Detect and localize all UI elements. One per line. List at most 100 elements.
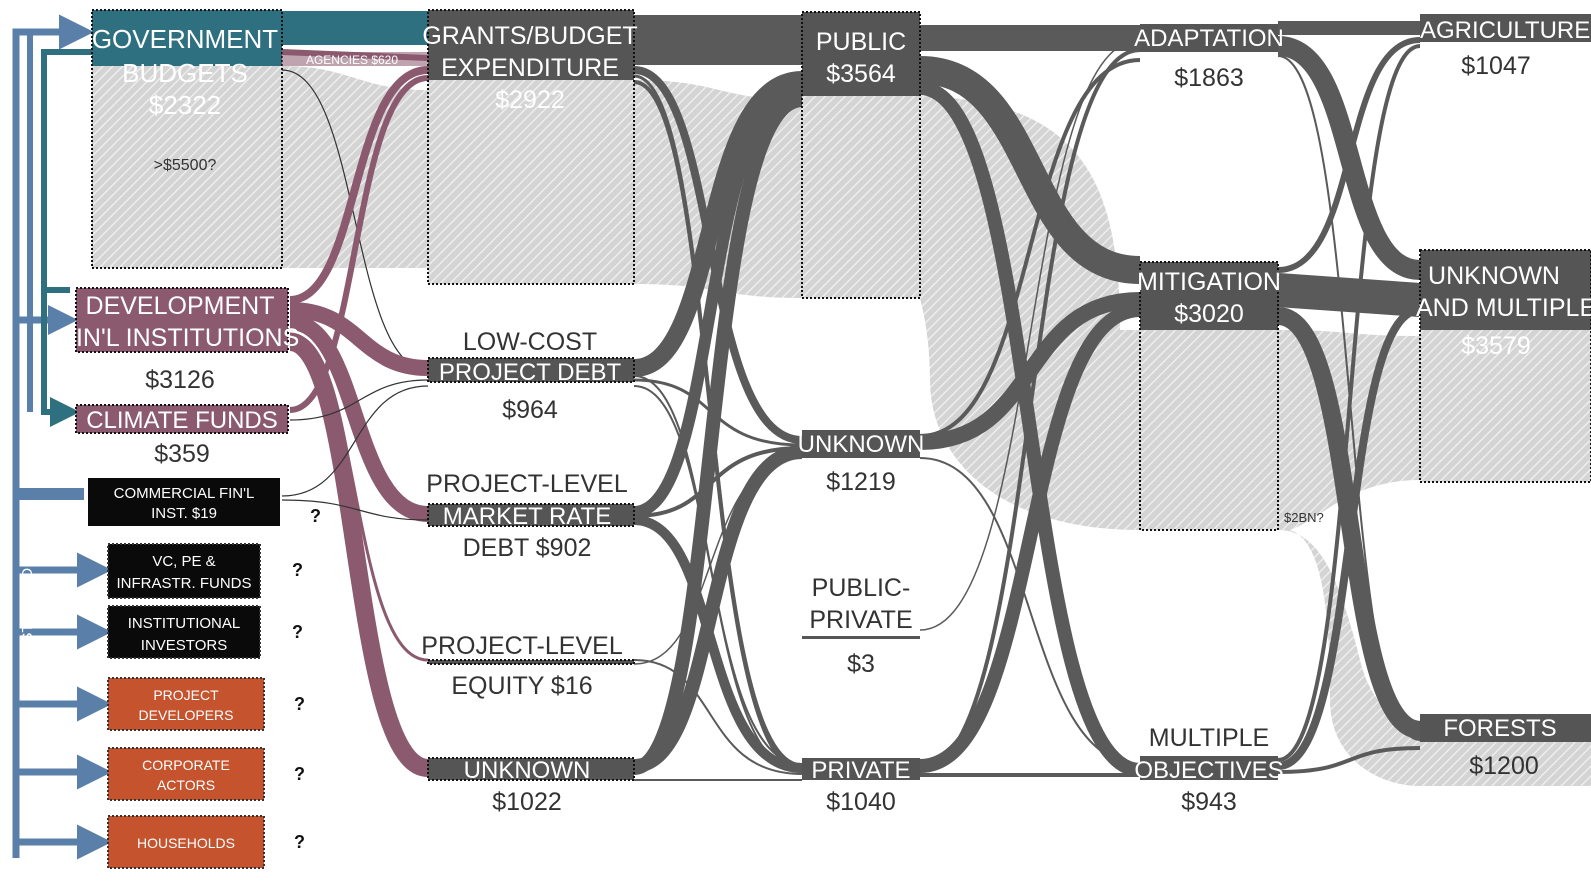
unknown-multiple-node (1420, 250, 1591, 330)
recipient-nodes: PUBLIC $3564 UNKNOWN $1219 PUBLIC- PRIVA… (798, 11, 925, 816)
unknown-multiple-title-2: AND MULTIPLE (1416, 294, 1591, 322)
equity-title-2: EQUITY $16 (451, 672, 592, 700)
adaptation-title: ADAPTATION (1134, 25, 1284, 52)
unknown-multiple-outline (1419, 249, 1591, 483)
corporate-node (107, 747, 265, 801)
government-node (92, 10, 282, 66)
agencies-band (282, 52, 428, 66)
mitigation-outline (1139, 261, 1279, 531)
market-rate-title: PROJECT-LEVEL (426, 470, 628, 498)
development-value: $3126 (145, 366, 215, 394)
market-rate-title-3: DEBT $902 (463, 534, 592, 562)
vc-title: VC, PE & (152, 553, 215, 570)
government-estimate: >$5500? (154, 157, 217, 174)
private-value: $1040 (826, 788, 896, 816)
households-node (107, 815, 265, 869)
flows-instrument-recipient (632, 15, 804, 781)
blue-branch-climate (27, 32, 78, 335)
low-cost-node (427, 357, 635, 383)
climate-funds-node (75, 404, 289, 434)
instrument-unknown-title: UNKNOWN (464, 757, 591, 784)
development-node (75, 287, 289, 353)
public-estimate-area (802, 96, 920, 298)
project-developers-question: ? (294, 694, 305, 714)
development-title-2: FIN'L INSTITUTIONS (61, 324, 300, 352)
agriculture-title: AGRICULTURE (1420, 17, 1590, 44)
agencies-label: AGENCIES $620 (306, 53, 398, 67)
public-private-title-2: PRIVATE (809, 606, 912, 634)
adaptation-node (1140, 24, 1278, 52)
grants-estimate-area (428, 80, 634, 284)
grants-value: $2922 (495, 86, 565, 114)
households-question: ? (294, 832, 305, 852)
flows-use-sector (1276, 21, 1422, 774)
multiple-value: $943 (1181, 788, 1237, 816)
market-rate-title-2: MARKET RATE (443, 503, 611, 530)
climate-funds-value: $359 (154, 440, 210, 468)
mitigation-node (1140, 262, 1278, 330)
sector-nodes: AGRICULTURE $1047 UNKNOWN AND MULTIPLE $… (1416, 14, 1591, 780)
grants-title: GRANTS/BUDGET (422, 22, 637, 50)
teal-branch-climate (41, 290, 80, 427)
gov-estimate-area (92, 66, 282, 268)
equity-title: PROJECT-LEVEL (421, 632, 623, 660)
blue-trunk (12, 14, 94, 858)
project-developers-node (107, 677, 265, 731)
institutional-node (107, 605, 261, 659)
forests-value: $1200 (1469, 752, 1539, 780)
corporate-title-2: ACTORS (157, 777, 215, 793)
grants-node (428, 10, 634, 80)
public-value: $3564 (826, 60, 896, 88)
mitigation-estimate-flow (1278, 330, 1591, 786)
private-title: PRIVATE (811, 757, 910, 784)
government-title: GOVERNMENT (92, 24, 278, 54)
government-title-2: BUDGETS (122, 58, 248, 88)
low-cost-value: $964 (502, 396, 558, 424)
source-arrows (12, 14, 112, 860)
climate-funds-title: CLIMATE FUNDS (86, 407, 278, 434)
equity-node (427, 659, 635, 665)
government-value: $2322 (149, 90, 221, 120)
institutional-question: ? (292, 622, 303, 642)
development-title: DEVELOPMENT (86, 292, 275, 320)
vc-node (107, 543, 261, 599)
recipient-unknown-title: UNKNOWN (798, 431, 925, 458)
multiple-title-2: OBJECTIVES (1134, 757, 1283, 784)
commercial-title: COMMERCIAL FIN'L (114, 485, 255, 502)
forests-title: FORESTS (1443, 715, 1556, 742)
multiple-node (1140, 756, 1278, 780)
commercial-question: ? (310, 506, 321, 526)
instrument-unknown-value: $1022 (492, 788, 562, 816)
multiple-title: MULTIPLE (1149, 724, 1269, 752)
instrument-nodes: GRANTS/BUDGET EXPENDITURE $2922 LOW-COST… (421, 9, 638, 816)
vc-question: ? (292, 560, 303, 580)
commercial-node (88, 478, 280, 526)
low-cost-title-2: PROJECT DEBT (439, 359, 622, 386)
source-nodes: GOVERNMENT BUDGETS $2322 >$5500? AGENCIE… (19, 9, 428, 869)
use-nodes: ADAPTATION $1863 MITIGATION $3020 $2BN? … (1134, 24, 1324, 816)
commercial-title-2: INST. $19 (151, 505, 217, 522)
adaptation-value: $1863 (1174, 64, 1244, 92)
institutional-title-2: INVESTORS (141, 637, 227, 654)
mitigation-value: $3020 (1174, 300, 1244, 328)
not-estimated-label: NOT ESTIMATED (19, 568, 36, 688)
unknown-multiple-estimate-area (1420, 330, 1591, 482)
public-private-node (802, 636, 920, 639)
instrument-unknown-node (427, 757, 635, 781)
unknown-multiple-title: UNKNOWN (1428, 262, 1560, 290)
mitigation-title: MITIGATION (1137, 268, 1281, 296)
mitigation-estimate: $2BN? (1284, 510, 1324, 525)
households-title: HOUSEHOLDS (137, 835, 235, 851)
low-cost-title: LOW-COST (463, 328, 597, 356)
unknown-multiple-value: $3579 (1461, 332, 1531, 360)
grants-title-2: EXPENDITURE (441, 54, 619, 82)
vc-title-2: INFRASTR. FUNDS (117, 575, 252, 592)
public-title: PUBLIC (816, 28, 906, 56)
public-node (802, 12, 920, 96)
flows-source-instrument (281, 11, 430, 777)
private-node (802, 758, 920, 780)
institutional-title: INSTITUTIONAL (128, 615, 241, 632)
corporate-question: ? (294, 764, 305, 784)
agriculture-node (1420, 14, 1591, 42)
